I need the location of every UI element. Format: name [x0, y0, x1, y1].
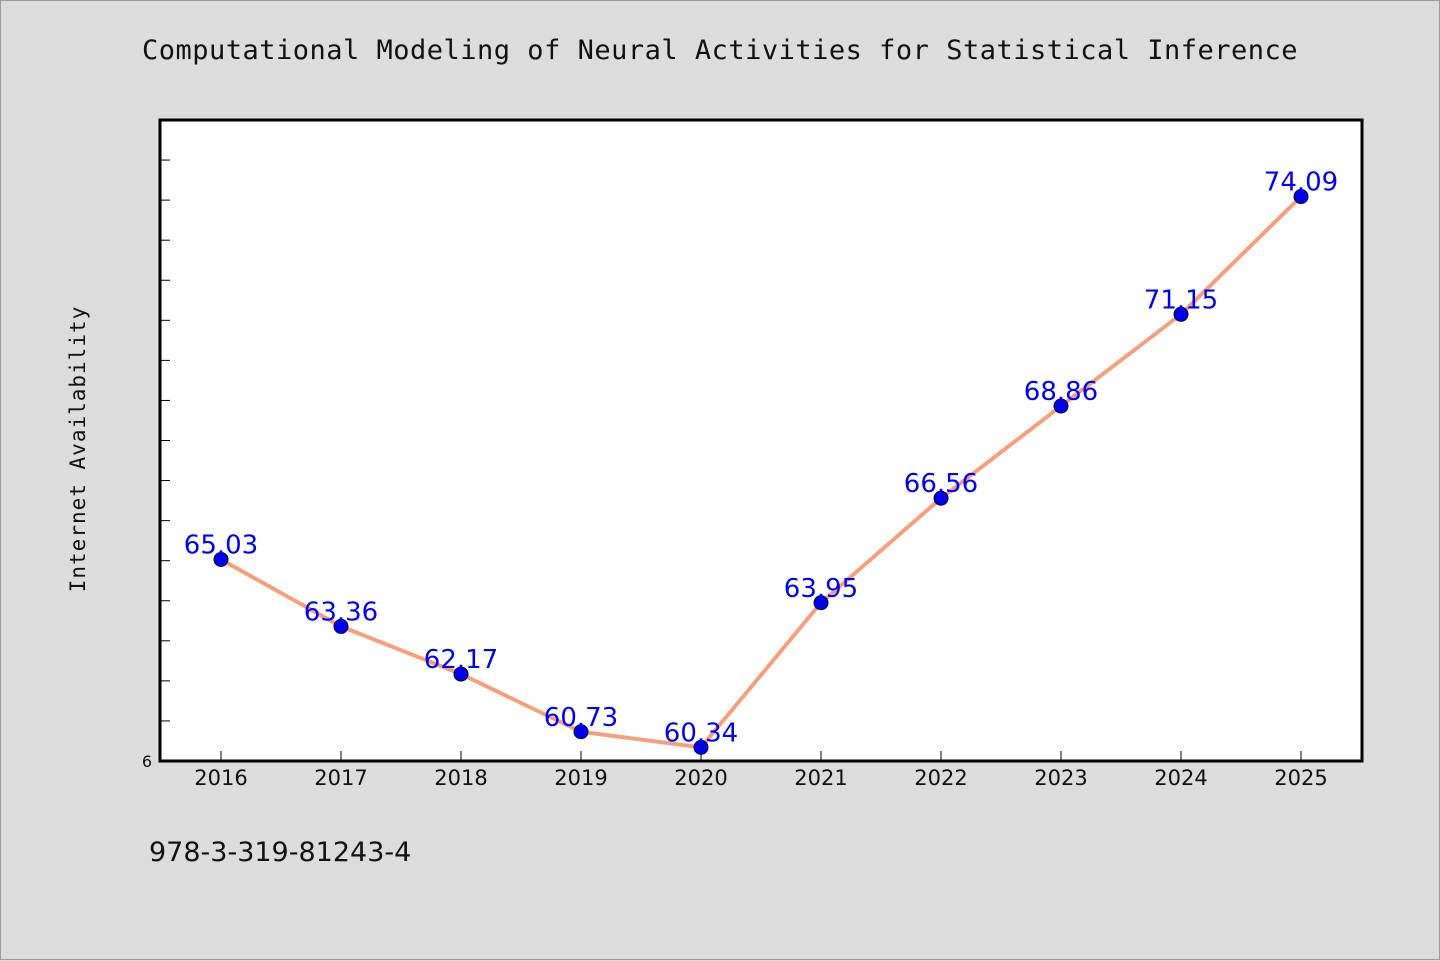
data-labels: 65.03 63.36 62.17 60.73 60.34 63.95 66.56 68.86…	[184, 168, 1338, 749]
y-tick-label: 6	[142, 752, 152, 771]
data-markers	[213, 189, 1309, 755]
data-point	[933, 490, 949, 506]
y-axis-label: Internet Availability	[66, 306, 90, 593]
x-tick-label: 2025	[1274, 766, 1327, 790]
data-label: 63.36	[304, 597, 378, 627]
x-tick-label: 2018	[434, 766, 487, 790]
data-label: 63.95	[784, 574, 858, 604]
isbn-footer: 978-3-319-81243-4	[149, 837, 412, 868]
data-point	[1053, 398, 1069, 414]
data-label: 66.56	[904, 469, 978, 499]
x-tick-label: 2023	[1034, 766, 1087, 790]
series-line	[220, 195, 1303, 750]
data-point	[813, 595, 829, 611]
data-label: 60.34	[664, 718, 738, 748]
data-point	[573, 724, 589, 740]
x-tick-label: 2024	[1154, 766, 1207, 790]
x-tick-label: 2017	[314, 766, 367, 790]
data-label: 74.09	[1264, 168, 1338, 198]
x-tick-label: 2016	[194, 766, 247, 790]
data-label: 65.03	[184, 530, 258, 560]
x-tick-label: 2019	[554, 766, 607, 790]
data-point	[333, 618, 349, 634]
data-point	[1293, 189, 1309, 205]
x-axis-ticks: 2016 2017 2018 2019 2020 2021 2022 2023 2024 2025	[194, 751, 1328, 790]
data-point	[693, 739, 709, 755]
plot-area	[158, 118, 1364, 763]
chart-title: Computational Modeling of Neural Activit…	[141, 35, 1299, 66]
data-label: 60.73	[544, 703, 618, 733]
x-tick-label: 2021	[794, 766, 847, 790]
data-point	[453, 666, 469, 682]
data-label: 62.17	[424, 645, 498, 675]
data-label: 71.15	[1144, 285, 1218, 315]
data-label: 68.86	[1024, 377, 1098, 407]
x-tick-label: 2022	[914, 766, 967, 790]
y-axis-ticks	[160, 159, 170, 722]
x-tick-label: 2020	[674, 766, 727, 790]
data-point	[1173, 306, 1189, 322]
data-point	[213, 551, 229, 567]
